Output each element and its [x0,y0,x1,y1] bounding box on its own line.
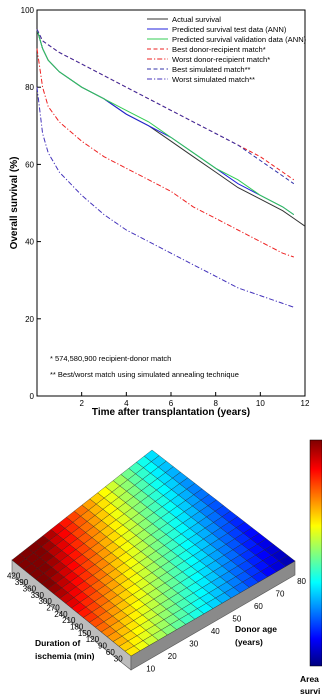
series-line-5 [36,48,294,258]
x-tick-label: 8 [213,399,218,408]
colorbar-label-2: survi [300,686,320,696]
ischemia-tick-label: 30 [114,654,123,663]
y-tick-label: 40 [25,238,34,247]
y-axis-label: Overall survival (%) [9,157,20,250]
ischemia-tick-label: 360 [23,584,37,593]
series-line-7 [36,87,294,308]
legend-label-7: Worst simulated match** [172,75,255,84]
donor-age-tick-label: 30 [189,639,198,648]
donor-age-tick-label: 40 [211,627,220,636]
ischemia-axis-label-1: Duration of [35,638,80,648]
ischemia-axis-label-2: ischemia (min) [35,651,95,661]
y-tick-label: 100 [21,6,35,15]
y-tick-label: 20 [25,315,34,324]
surface-cell [278,555,296,567]
legend-label-3: Predicted survival validation data (ANN) [172,35,307,44]
x-axis-ticks: 2 4 6 8 10 12 [79,392,310,408]
surface-mesh [11,449,296,657]
x-tick-label: 6 [169,399,174,408]
donor-age-axis-label-1: Donor age [235,624,277,634]
x-tick-label: 2 [79,399,84,408]
donor-age-tick-label: 10 [146,664,155,673]
ischemia-tick-label: 120 [86,635,100,644]
legend-label-4: Best donor-recipient match* [172,45,266,54]
x-tick-label: 4 [124,399,129,408]
ischemia-tick-label: 90 [98,642,107,651]
surface-chart: 420390360330300270240210180150120906030 … [7,439,322,696]
series-line-3 [36,29,295,216]
donor-age-tick-label: 20 [168,652,177,661]
ischemia-tick-label: 300 [38,597,52,606]
y-tick-label: 0 [30,392,35,401]
x-axis-label: Time after transplantation (years) [92,407,250,418]
y-tick-label: 80 [25,83,34,92]
legend-label-2: Predicted survival test data (ANN) [172,25,287,34]
donor-age-tick-label: 70 [276,589,285,598]
donor-age-tick-label: 60 [254,602,263,611]
legend-label-6: Best simulated match** [172,65,251,74]
legend-label-5: Worst donor-recipient match* [172,55,270,64]
ischemia-tick-label: 420 [7,572,21,581]
footnote-1: * 574,580,900 recipient-donor match [50,354,171,363]
ischemia-tick-label: 60 [106,648,115,657]
donor-age-tick-label: 80 [297,577,306,586]
legend-label-1: Actual survival [172,15,221,24]
donor-age-tick-label: 50 [232,614,241,623]
footnote-2: ** Best/worst match using simulated anne… [50,370,239,379]
ischemia-tick-label: 240 [54,610,68,619]
ischemia-tick-label: 270 [46,603,60,612]
donor-age-axis-label-2: (years) [235,637,263,647]
donor-age-axis-ticks: 10 20 30 40 50 60 70 80 [146,577,306,673]
ischemia-tick-label: 150 [78,629,92,638]
ischemia-tick-label: 180 [70,623,84,632]
y-tick-label: 60 [25,160,34,169]
ischemia-tick-label: 210 [62,616,76,625]
y-axis-ticks: 0 20 40 60 80 100 [21,6,41,401]
ischemia-tick-label: 390 [15,578,29,587]
series-line-6 [36,29,295,185]
plot-frame [36,9,306,397]
x-tick-label: 10 [256,399,265,408]
ischemia-tick-label: 330 [31,591,45,600]
x-tick-label: 12 [301,399,310,408]
series-lines [36,29,306,308]
colorbar-label-1: Area [300,674,319,684]
colorbar [309,439,322,667]
